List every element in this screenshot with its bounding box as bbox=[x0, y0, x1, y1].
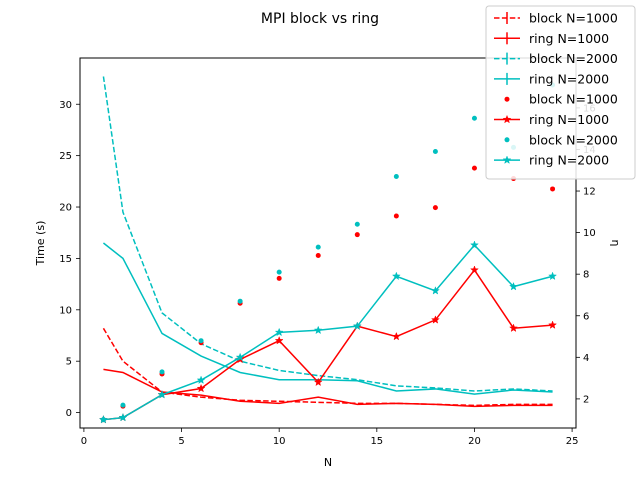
legend-entry: ring N=1000 bbox=[494, 31, 609, 46]
data-point bbox=[432, 205, 438, 211]
data-point bbox=[274, 327, 284, 337]
series-line bbox=[102, 242, 553, 395]
y-right-tick-label: 10 bbox=[583, 228, 596, 239]
series-1 bbox=[103, 368, 553, 408]
x-tick-label: 15 bbox=[370, 436, 383, 447]
legend-entry: ring N=2000 bbox=[494, 71, 609, 86]
series-4 bbox=[100, 165, 556, 423]
legend-entry: ring N=1000 bbox=[494, 112, 609, 127]
y-axis-right-label: η bbox=[609, 240, 622, 247]
data-point bbox=[471, 115, 477, 121]
data-point bbox=[471, 165, 477, 171]
data-point bbox=[196, 375, 206, 385]
axes-frame bbox=[79, 57, 577, 429]
data-point bbox=[432, 149, 438, 155]
series-2 bbox=[102, 76, 553, 392]
data-point bbox=[120, 402, 126, 408]
y-right-tick-label: 6 bbox=[583, 311, 589, 322]
series-line bbox=[103, 368, 553, 408]
legend-entry: ring N=2000 bbox=[494, 153, 609, 168]
legend-label: ring N=1000 bbox=[529, 112, 609, 127]
y-left-tick-label: 5 bbox=[66, 357, 72, 368]
x-axis: 0 5 10 15 20 25 bbox=[81, 428, 579, 447]
legend-label: block N=2000 bbox=[529, 132, 618, 147]
data-point bbox=[276, 275, 282, 281]
legend-label: block N=1000 bbox=[529, 11, 618, 26]
x-tick-label: 20 bbox=[468, 436, 481, 447]
y-right-tick-label: 8 bbox=[583, 270, 589, 281]
data-point bbox=[198, 338, 204, 344]
data-point bbox=[352, 321, 362, 330]
data-point bbox=[509, 323, 519, 333]
data-point bbox=[550, 186, 556, 192]
legend-marker bbox=[504, 96, 510, 102]
data-point bbox=[393, 213, 399, 219]
series-line bbox=[102, 76, 553, 392]
y-axis-left-label: Time (s) bbox=[34, 221, 47, 267]
x-tick-label: 25 bbox=[566, 436, 579, 447]
legend-label: ring N=2000 bbox=[529, 153, 609, 168]
series-3 bbox=[102, 242, 553, 395]
plot-area bbox=[98, 76, 558, 424]
data-point bbox=[159, 369, 165, 375]
data-point bbox=[196, 383, 206, 393]
series-7 bbox=[98, 240, 558, 424]
data-point bbox=[354, 221, 360, 227]
legend-marker bbox=[502, 155, 512, 164]
legend-label: block N=1000 bbox=[529, 92, 618, 107]
data-point bbox=[430, 286, 440, 295]
data-point bbox=[315, 252, 321, 258]
legend-label: ring N=1000 bbox=[529, 31, 609, 46]
data-point bbox=[391, 271, 401, 281]
y-right-tick-label: 4 bbox=[583, 353, 589, 364]
series-line bbox=[103, 268, 553, 421]
x-axis-label: N bbox=[324, 456, 332, 469]
x-tick-label: 5 bbox=[178, 436, 184, 447]
y-left-tick-label: 30 bbox=[59, 100, 72, 111]
x-tick-label: 0 bbox=[81, 436, 87, 447]
data-point bbox=[157, 390, 167, 399]
y-left-tick-label: 25 bbox=[59, 151, 72, 162]
data-point bbox=[235, 352, 245, 362]
y-left-tick-label: 0 bbox=[66, 408, 72, 419]
legend: block N=1000 ring N=1000 block N=2000 ring … bbox=[485, 5, 636, 180]
y-right-tick-label: 2 bbox=[583, 394, 589, 405]
legend-marker bbox=[502, 114, 512, 124]
legend-marker bbox=[504, 137, 510, 143]
data-point bbox=[548, 271, 558, 281]
x-tick-label: 10 bbox=[273, 436, 286, 447]
data-point bbox=[276, 269, 282, 275]
data-point bbox=[313, 377, 323, 387]
data-point bbox=[354, 232, 360, 238]
legend-box bbox=[485, 5, 636, 180]
data-point bbox=[315, 244, 321, 250]
y-left-tick-label: 15 bbox=[59, 254, 72, 265]
legend-entry: block N=1000 bbox=[494, 11, 618, 26]
data-point bbox=[469, 240, 479, 249]
legend-label: ring N=2000 bbox=[529, 71, 609, 86]
data-point bbox=[98, 414, 108, 424]
legend-entry: block N=2000 bbox=[504, 132, 618, 147]
data-point bbox=[548, 320, 558, 329]
y-left-tick-label: 10 bbox=[59, 305, 72, 316]
data-point bbox=[237, 298, 243, 304]
legend-entry: block N=1000 bbox=[504, 92, 618, 107]
y-right-tick-label: 12 bbox=[583, 187, 596, 198]
y-axis-left: 0 5 10 15 20 25 30 bbox=[59, 100, 80, 419]
chart-title: MPI block vs ring bbox=[261, 11, 379, 27]
data-point bbox=[274, 335, 284, 345]
data-point bbox=[391, 331, 401, 341]
legend-entry: block N=2000 bbox=[494, 51, 618, 66]
data-point bbox=[509, 281, 518, 291]
data-point bbox=[469, 265, 479, 274]
data-point bbox=[430, 315, 440, 324]
legend-label: block N=2000 bbox=[529, 51, 618, 66]
data-point bbox=[313, 325, 323, 335]
data-point bbox=[393, 173, 399, 179]
data-point bbox=[118, 412, 128, 422]
y-left-tick-label: 20 bbox=[59, 203, 72, 214]
